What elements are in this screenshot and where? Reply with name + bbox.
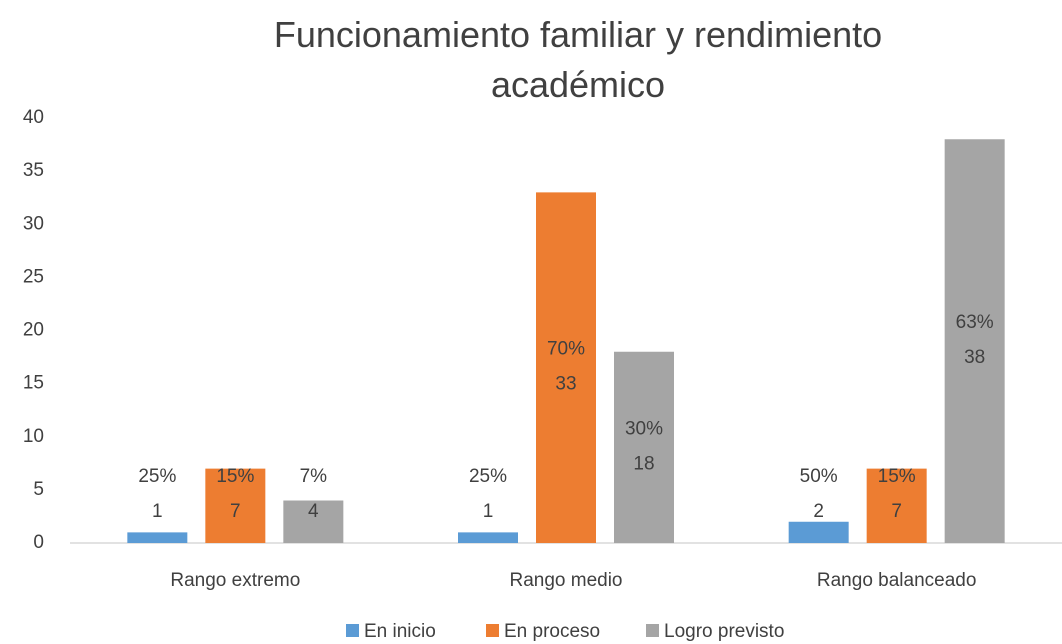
x-tick-label: Rango extremo: [170, 570, 300, 591]
x-tick-label: Rango balanceado: [817, 570, 977, 591]
bar: [458, 532, 518, 543]
y-tick-label: 20: [23, 320, 44, 341]
value-label: 7: [891, 501, 902, 522]
value-label: 2: [813, 501, 824, 522]
percent-label: 7%: [300, 466, 328, 487]
percent-label: 63%: [956, 312, 994, 333]
percent-label: 50%: [800, 466, 838, 487]
value-label: 1: [483, 501, 494, 522]
percent-label: 25%: [138, 466, 176, 487]
value-label: 18: [633, 453, 654, 474]
legend-swatch: [346, 624, 359, 637]
percent-label: 25%: [469, 466, 507, 487]
y-tick-label: 25: [23, 266, 44, 287]
x-tick-label: Rango medio: [509, 570, 622, 591]
y-tick-label: 5: [33, 479, 44, 500]
percent-label: 15%: [216, 466, 254, 487]
percent-label: 30%: [625, 418, 663, 439]
chart-title: Funcionamiento familiar y rendimiento ac…: [273, 14, 883, 105]
legend-label: En inicio: [364, 621, 436, 642]
y-tick-label: 40: [23, 107, 44, 128]
legend-label: En proceso: [504, 621, 600, 642]
y-tick-label: 10: [23, 426, 44, 447]
bar: [866, 468, 927, 543]
bar: [283, 500, 344, 543]
value-label: 4: [308, 501, 319, 522]
y-tick-label: 0: [33, 532, 44, 553]
legend-swatch: [486, 624, 499, 637]
legend-swatch: [646, 624, 659, 637]
value-label: 33: [555, 374, 576, 395]
y-tick-label: 30: [23, 213, 44, 234]
percent-label: 70%: [547, 339, 585, 360]
bar: [536, 192, 596, 543]
bar: [127, 532, 188, 543]
bar: [205, 468, 266, 543]
legend-label: Logro previsto: [664, 621, 784, 642]
bar: [614, 351, 674, 543]
value-label: 1: [152, 501, 163, 522]
y-tick-label: 35: [23, 160, 44, 181]
y-tick-label: 15: [23, 373, 44, 394]
bar: [788, 521, 849, 543]
percent-label: 15%: [878, 466, 916, 487]
value-label: 38: [964, 347, 985, 368]
bar: [944, 139, 1005, 543]
value-label: 7: [230, 501, 241, 522]
